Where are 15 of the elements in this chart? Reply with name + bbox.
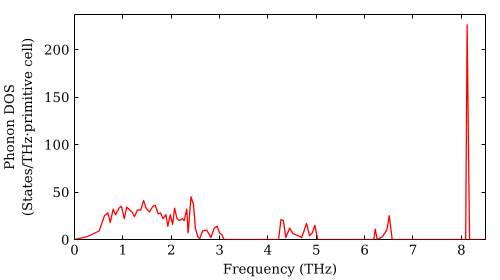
- x-tick-label: 6: [360, 244, 369, 258]
- x-tick-label: 2: [166, 244, 176, 258]
- x-tick-label: 8: [457, 244, 466, 258]
- y-axis-title: Phonon DOS (States/THz·primitive cell): [3, 38, 36, 216]
- y-tick-label: 0: [61, 234, 70, 248]
- x-tick-label: 3: [215, 244, 224, 258]
- x-tick-label: 4: [264, 244, 272, 258]
- x-tick-label: 7: [408, 244, 418, 258]
- y-tick-label: 50: [52, 186, 70, 202]
- x-tick-label: 5: [312, 244, 321, 258]
- x-tick-label: 1: [118, 244, 128, 258]
- y-tick-label: 200: [44, 44, 70, 59]
- x-axis-title: Frequency (THz): [222, 262, 338, 278]
- y-tick-label: 100: [44, 138, 70, 154]
- y-tick-label: 150: [44, 91, 70, 106]
